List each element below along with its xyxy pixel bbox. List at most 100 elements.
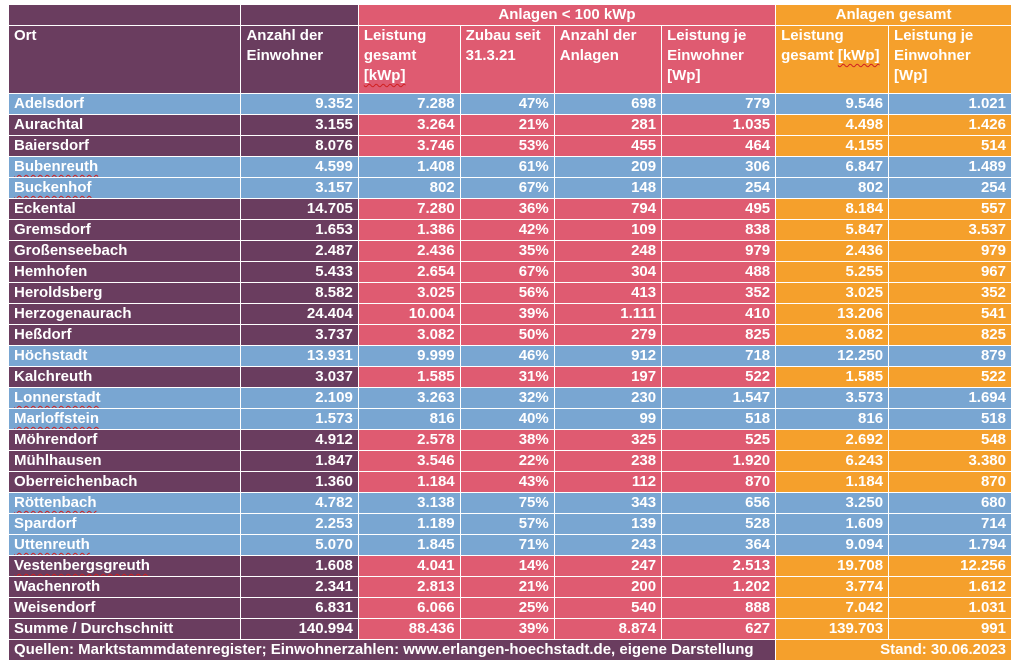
group-header-empty-ort [7,4,242,26]
table-row: Röttenbach 4.782 3.138 75% 343 656 3.250 680 [7,492,1012,514]
cell-leistung-je-all: 254 [888,177,1012,199]
cell-anzahl-anlagen: 209 [553,156,663,178]
cell-leistung-je-all: 1.794 [888,534,1012,556]
header-leistung-je-lt100: Leistung je Einwohner [Wp] [661,25,777,94]
cell-leistung-gesamt-all: 6.243 [775,450,890,472]
cell-zubau: 75% [459,492,555,514]
cell-einwohner: 140.994 [240,618,359,640]
cell-zubau: 67% [459,177,555,199]
cell-einwohner: 1.360 [240,471,359,493]
cell-leistung-gesamt-all: 9.546 [775,93,890,115]
table-row: Uttenreuth 5.070 1.845 71% 243 364 9.094 1.794 [7,534,1012,556]
column-header-row: Ort Anzahl der Einwohner Leistung gesamt… [7,25,1012,94]
header-leistung-gesamt-all: Leistung gesamt [kWp] [775,25,890,94]
cell-leistung-gesamt-lt100: 1.585 [357,366,461,388]
cell-zubau: 21% [459,114,555,136]
cell-leistung-je-lt100: 525 [661,429,777,451]
cell-zubau: 43% [459,471,555,493]
cell-einwohner: 2.253 [240,513,359,535]
cell-leistung-gesamt-all: 2.692 [775,429,890,451]
cell-leistung-je-all: 548 [888,429,1012,451]
cell-anzahl-anlagen: 794 [553,198,663,220]
table-row: Aurachtal 3.155 3.264 21% 281 1.035 4.498 1.426 [7,114,1012,136]
cell-anzahl-anlagen: 455 [553,135,663,157]
cell-leistung-gesamt-lt100: 3.138 [357,492,461,514]
cell-leistung-je-lt100: 518 [661,408,777,430]
table-row: Baiersdorf 8.076 3.746 53% 455 464 4.155 514 [7,135,1012,157]
cell-leistung-gesamt-all: 8.184 [775,198,890,220]
cell-leistung-gesamt-all: 1.609 [775,513,890,535]
cell-leistung-je-all: 541 [888,303,1012,325]
cell-zubau: 57% [459,513,555,535]
cell-leistung-gesamt-lt100: 1.386 [357,219,461,241]
cell-anzahl-anlagen: 281 [553,114,663,136]
cell-leistung-je-all: 991 [888,618,1012,640]
cell-leistung-je-all: 514 [888,135,1012,157]
cell-ort: Marloffstein [7,408,242,430]
cell-leistung-gesamt-all: 4.155 [775,135,890,157]
cell-zubau: 22% [459,450,555,472]
cell-anzahl-anlagen: 200 [553,576,663,598]
cell-einwohner: 3.037 [240,366,359,388]
cell-einwohner: 3.155 [240,114,359,136]
cell-leistung-gesamt-all: 4.498 [775,114,890,136]
header-anzahl-anlagen: Anzahl der Anlagen [553,25,663,94]
cell-anzahl-anlagen: 248 [553,240,663,262]
cell-ort: Eckental [7,198,242,220]
cell-leistung-je-all: 1.021 [888,93,1012,115]
cell-leistung-gesamt-all: 6.847 [775,156,890,178]
cell-ort: Bubenreuth [7,156,242,178]
cell-anzahl-anlagen: 325 [553,429,663,451]
cell-leistung-gesamt-all: 3.774 [775,576,890,598]
cell-einwohner: 5.433 [240,261,359,283]
cell-leistung-gesamt-lt100: 2.578 [357,429,461,451]
table-row: Oberreichenbach 1.360 1.184 43% 112 870 1.184 8… [7,471,1012,493]
cell-leistung-je-all: 1.031 [888,597,1012,619]
cell-leistung-je-lt100: 779 [661,93,777,115]
cell-leistung-gesamt-lt100: 1.408 [357,156,461,178]
cell-ort: Höchstadt [7,345,242,367]
cell-ort: Möhrendorf [7,429,242,451]
cell-leistung-je-lt100: 825 [661,324,777,346]
cell-leistung-je-all: 979 [888,240,1012,262]
cell-anzahl-anlagen: 413 [553,282,663,304]
cell-zubau: 25% [459,597,555,619]
cell-zubau: 38% [459,429,555,451]
cell-leistung-gesamt-all: 802 [775,177,890,199]
group-header-lt100: Anlagen < 100 kWp [357,4,777,26]
cell-leistung-je-all: 352 [888,282,1012,304]
cell-anzahl-anlagen: 139 [553,513,663,535]
cell-leistung-je-lt100: 1.547 [661,387,777,409]
cell-ort: Hemhofen [7,261,242,283]
cell-leistung-je-all: 680 [888,492,1012,514]
cell-leistung-gesamt-lt100: 3.263 [357,387,461,409]
cell-anzahl-anlagen: 99 [553,408,663,430]
cell-anzahl-anlagen: 8.874 [553,618,663,640]
cell-einwohner: 6.831 [240,597,359,619]
cell-einwohner: 4.782 [240,492,359,514]
cell-zubau: 31% [459,366,555,388]
cell-leistung-gesamt-lt100: 7.280 [357,198,461,220]
cell-ort: Uttenreuth [7,534,242,556]
cell-leistung-gesamt-all: 12.250 [775,345,890,367]
cell-ort: Heroldsberg [7,282,242,304]
cell-leistung-je-all: 1.612 [888,576,1012,598]
table-row: Herzogenaurach 24.404 10.004 39% 1.111 410 13.… [7,303,1012,325]
summary-label: Summe / Durchschnitt [7,618,242,640]
cell-einwohner: 4.912 [240,429,359,451]
cell-anzahl-anlagen: 238 [553,450,663,472]
cell-leistung-je-lt100: 1.202 [661,576,777,598]
cell-leistung-je-all: 1.489 [888,156,1012,178]
header-einwohner: Anzahl der Einwohner [240,25,359,94]
cell-leistung-gesamt-lt100: 3.082 [357,324,461,346]
cell-anzahl-anlagen: 279 [553,324,663,346]
cell-leistung-je-all: 3.380 [888,450,1012,472]
cell-einwohner: 1.653 [240,219,359,241]
table-row: Spardorf 2.253 1.189 57% 139 528 1.609 714 [7,513,1012,535]
cell-anzahl-anlagen: 343 [553,492,663,514]
cell-zubau: 46% [459,345,555,367]
cell-leistung-je-lt100: 838 [661,219,777,241]
cell-einwohner: 8.582 [240,282,359,304]
cell-anzahl-anlagen: 540 [553,597,663,619]
table-row: Heroldsberg 8.582 3.025 56% 413 352 3.025 352 [7,282,1012,304]
